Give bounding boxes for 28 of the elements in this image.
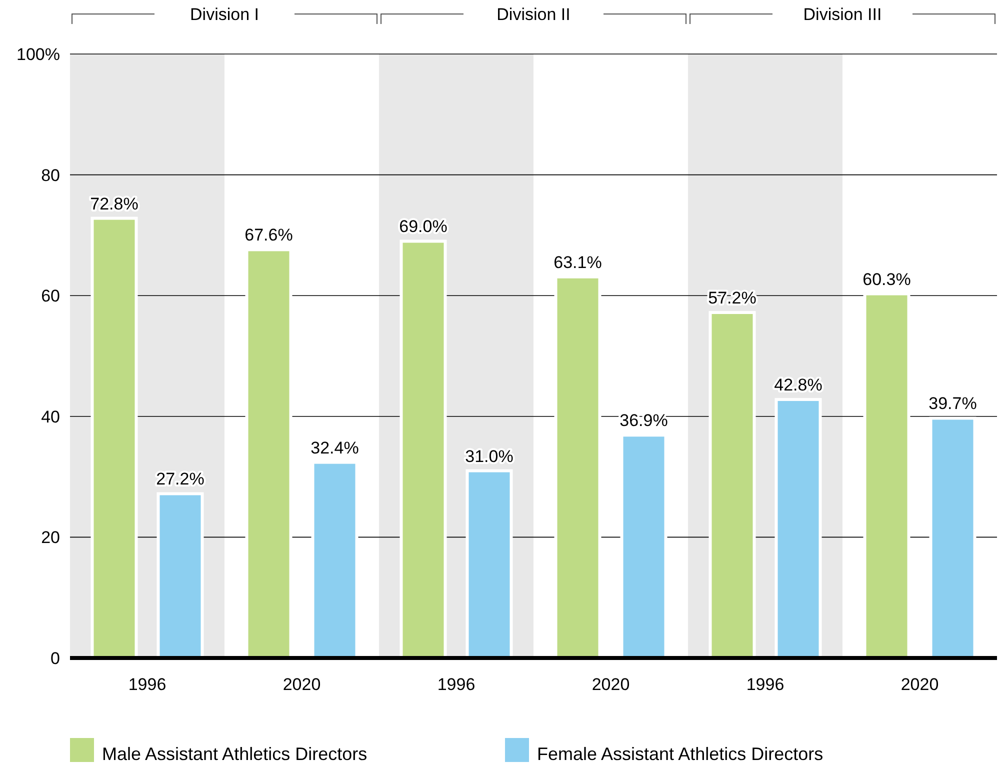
data-label: 63.1% bbox=[554, 252, 602, 272]
text: Division II bbox=[496, 5, 570, 24]
legend-label: Male Assistant Athletics Directors bbox=[102, 744, 368, 764]
x-tick-label: 1996 bbox=[128, 675, 166, 694]
y-tick-label: 0 bbox=[50, 649, 60, 668]
x-tick-label: 2020 bbox=[900, 675, 939, 694]
y-tick-label: 40 bbox=[41, 407, 60, 426]
data-label: 39.7% bbox=[928, 394, 977, 414]
data-label: 67.6% bbox=[244, 226, 293, 245]
data-label: 42.8% bbox=[774, 375, 822, 394]
data-label: 36.9% bbox=[620, 411, 668, 430]
y-tick-label: 100% bbox=[16, 45, 60, 64]
x-tick-label: 2020 bbox=[592, 675, 630, 694]
data-label: 69.0% bbox=[399, 217, 448, 236]
y-tick-label: 20 bbox=[41, 528, 60, 548]
data-label: 32.4% bbox=[310, 438, 359, 458]
data-label: 72.8% bbox=[90, 194, 138, 214]
y-tick-label: 60 bbox=[41, 286, 60, 306]
y-tick-label: 80 bbox=[41, 166, 60, 185]
x-tick-label: 2020 bbox=[282, 675, 321, 694]
data-label: 60.3% bbox=[862, 270, 911, 289]
x-tick-label: 1996 bbox=[437, 675, 476, 694]
legend-label: Female Assistant Athletics Directors bbox=[537, 744, 824, 764]
data-label: 31.0% bbox=[465, 446, 514, 466]
text: Division III bbox=[803, 5, 882, 24]
x-tick-label: 1996 bbox=[746, 675, 784, 694]
text: Division I bbox=[190, 5, 259, 24]
data-label: 27.2% bbox=[156, 470, 204, 489]
